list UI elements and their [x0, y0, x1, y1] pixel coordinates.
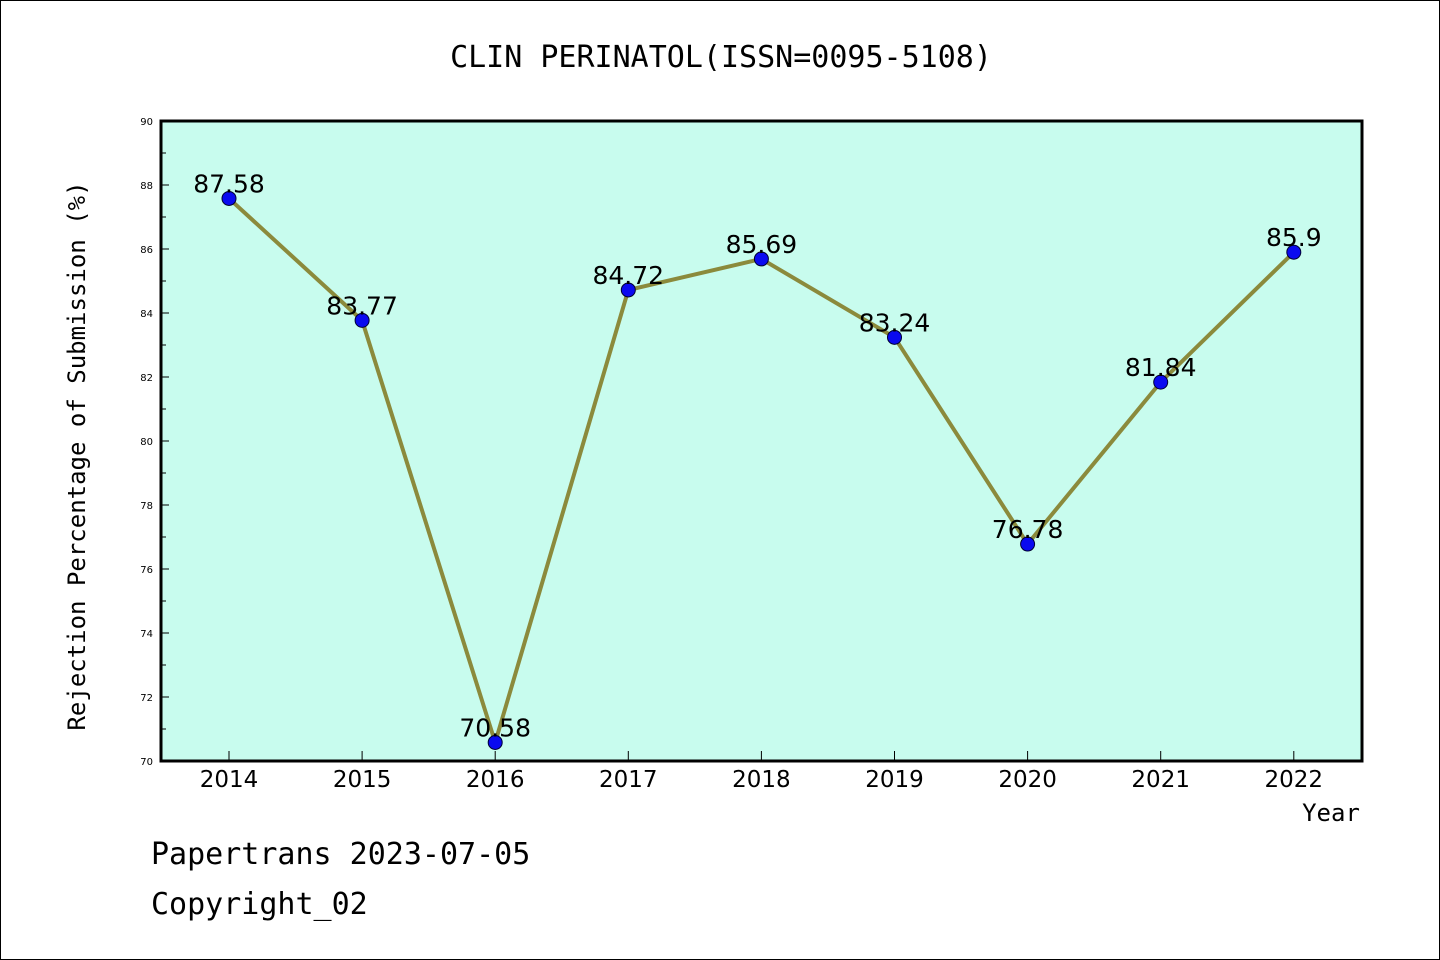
y-tick-label: 70: [140, 757, 153, 768]
x-tick-label: 2020: [998, 767, 1057, 793]
data-point-marker: [487, 734, 503, 750]
data-labels: 87.58 83.77 70.58 84.72 85.69 83.24 76.78 81.84…: [193, 169, 1321, 742]
data-point-marker: [753, 251, 769, 267]
data-label: 87.58: [193, 169, 265, 198]
y-tick-label: 84: [140, 309, 153, 320]
data-point-marker: [354, 312, 370, 328]
data-point-marker: [1020, 536, 1036, 552]
y-axis-title: Rejection Percentage of Submission (%): [63, 181, 91, 730]
y-tick-label: 80: [140, 437, 153, 448]
y-tick-label: 72: [140, 693, 153, 704]
data-label: 76.78: [992, 515, 1064, 544]
plot-area: [161, 121, 1362, 761]
y-tick-label: 86: [140, 245, 153, 256]
x-tick-label: 2019: [865, 767, 924, 793]
x-tick-label: 2021: [1131, 767, 1190, 793]
data-label: 83.77: [326, 291, 398, 320]
x-axis-title: Year: [1302, 799, 1360, 827]
x-tick-label: 2014: [200, 767, 259, 793]
y-tick-label: 76: [140, 565, 153, 576]
x-tick-label: 2015: [333, 767, 392, 793]
series-markers: [221, 190, 1302, 750]
y-tick-label: 82: [140, 373, 153, 384]
axis-ticks: 70 72 74 76 78 80 82 84 86 88 90 2014 2015 2016 2017 20…: [140, 117, 1323, 793]
y-tick-label: 78: [140, 501, 153, 512]
x-tick-label: 2017: [599, 767, 658, 793]
x-tick-label: 2018: [732, 767, 791, 793]
data-point-marker: [1286, 244, 1302, 260]
y-tick-label: 88: [140, 181, 153, 192]
data-label: 81.84: [1125, 353, 1197, 382]
data-point-marker: [887, 329, 902, 345]
y-tick-label: 74: [140, 629, 153, 640]
chart-title: CLIN PERINATOL(ISSN=0095-5108): [450, 40, 992, 75]
x-tick-label: 2022: [1265, 767, 1324, 793]
data-label: 85.69: [726, 230, 798, 259]
plot-frame: [159, 119, 1364, 763]
data-point-marker: [620, 282, 636, 298]
y-tick-label: 90: [140, 117, 153, 128]
data-label: 70.58: [459, 713, 531, 742]
data-label: 84.72: [593, 261, 665, 290]
data-point-marker: [1153, 374, 1169, 390]
data-label: 83.24: [859, 308, 931, 337]
footer-copyright-line: Copyright_02: [151, 887, 368, 922]
x-tick-label: 2016: [466, 767, 525, 793]
data-label: 85.9: [1266, 223, 1322, 252]
footer-date-line: Papertrans 2023-07-05: [151, 837, 531, 872]
data-point-marker: [221, 190, 237, 206]
